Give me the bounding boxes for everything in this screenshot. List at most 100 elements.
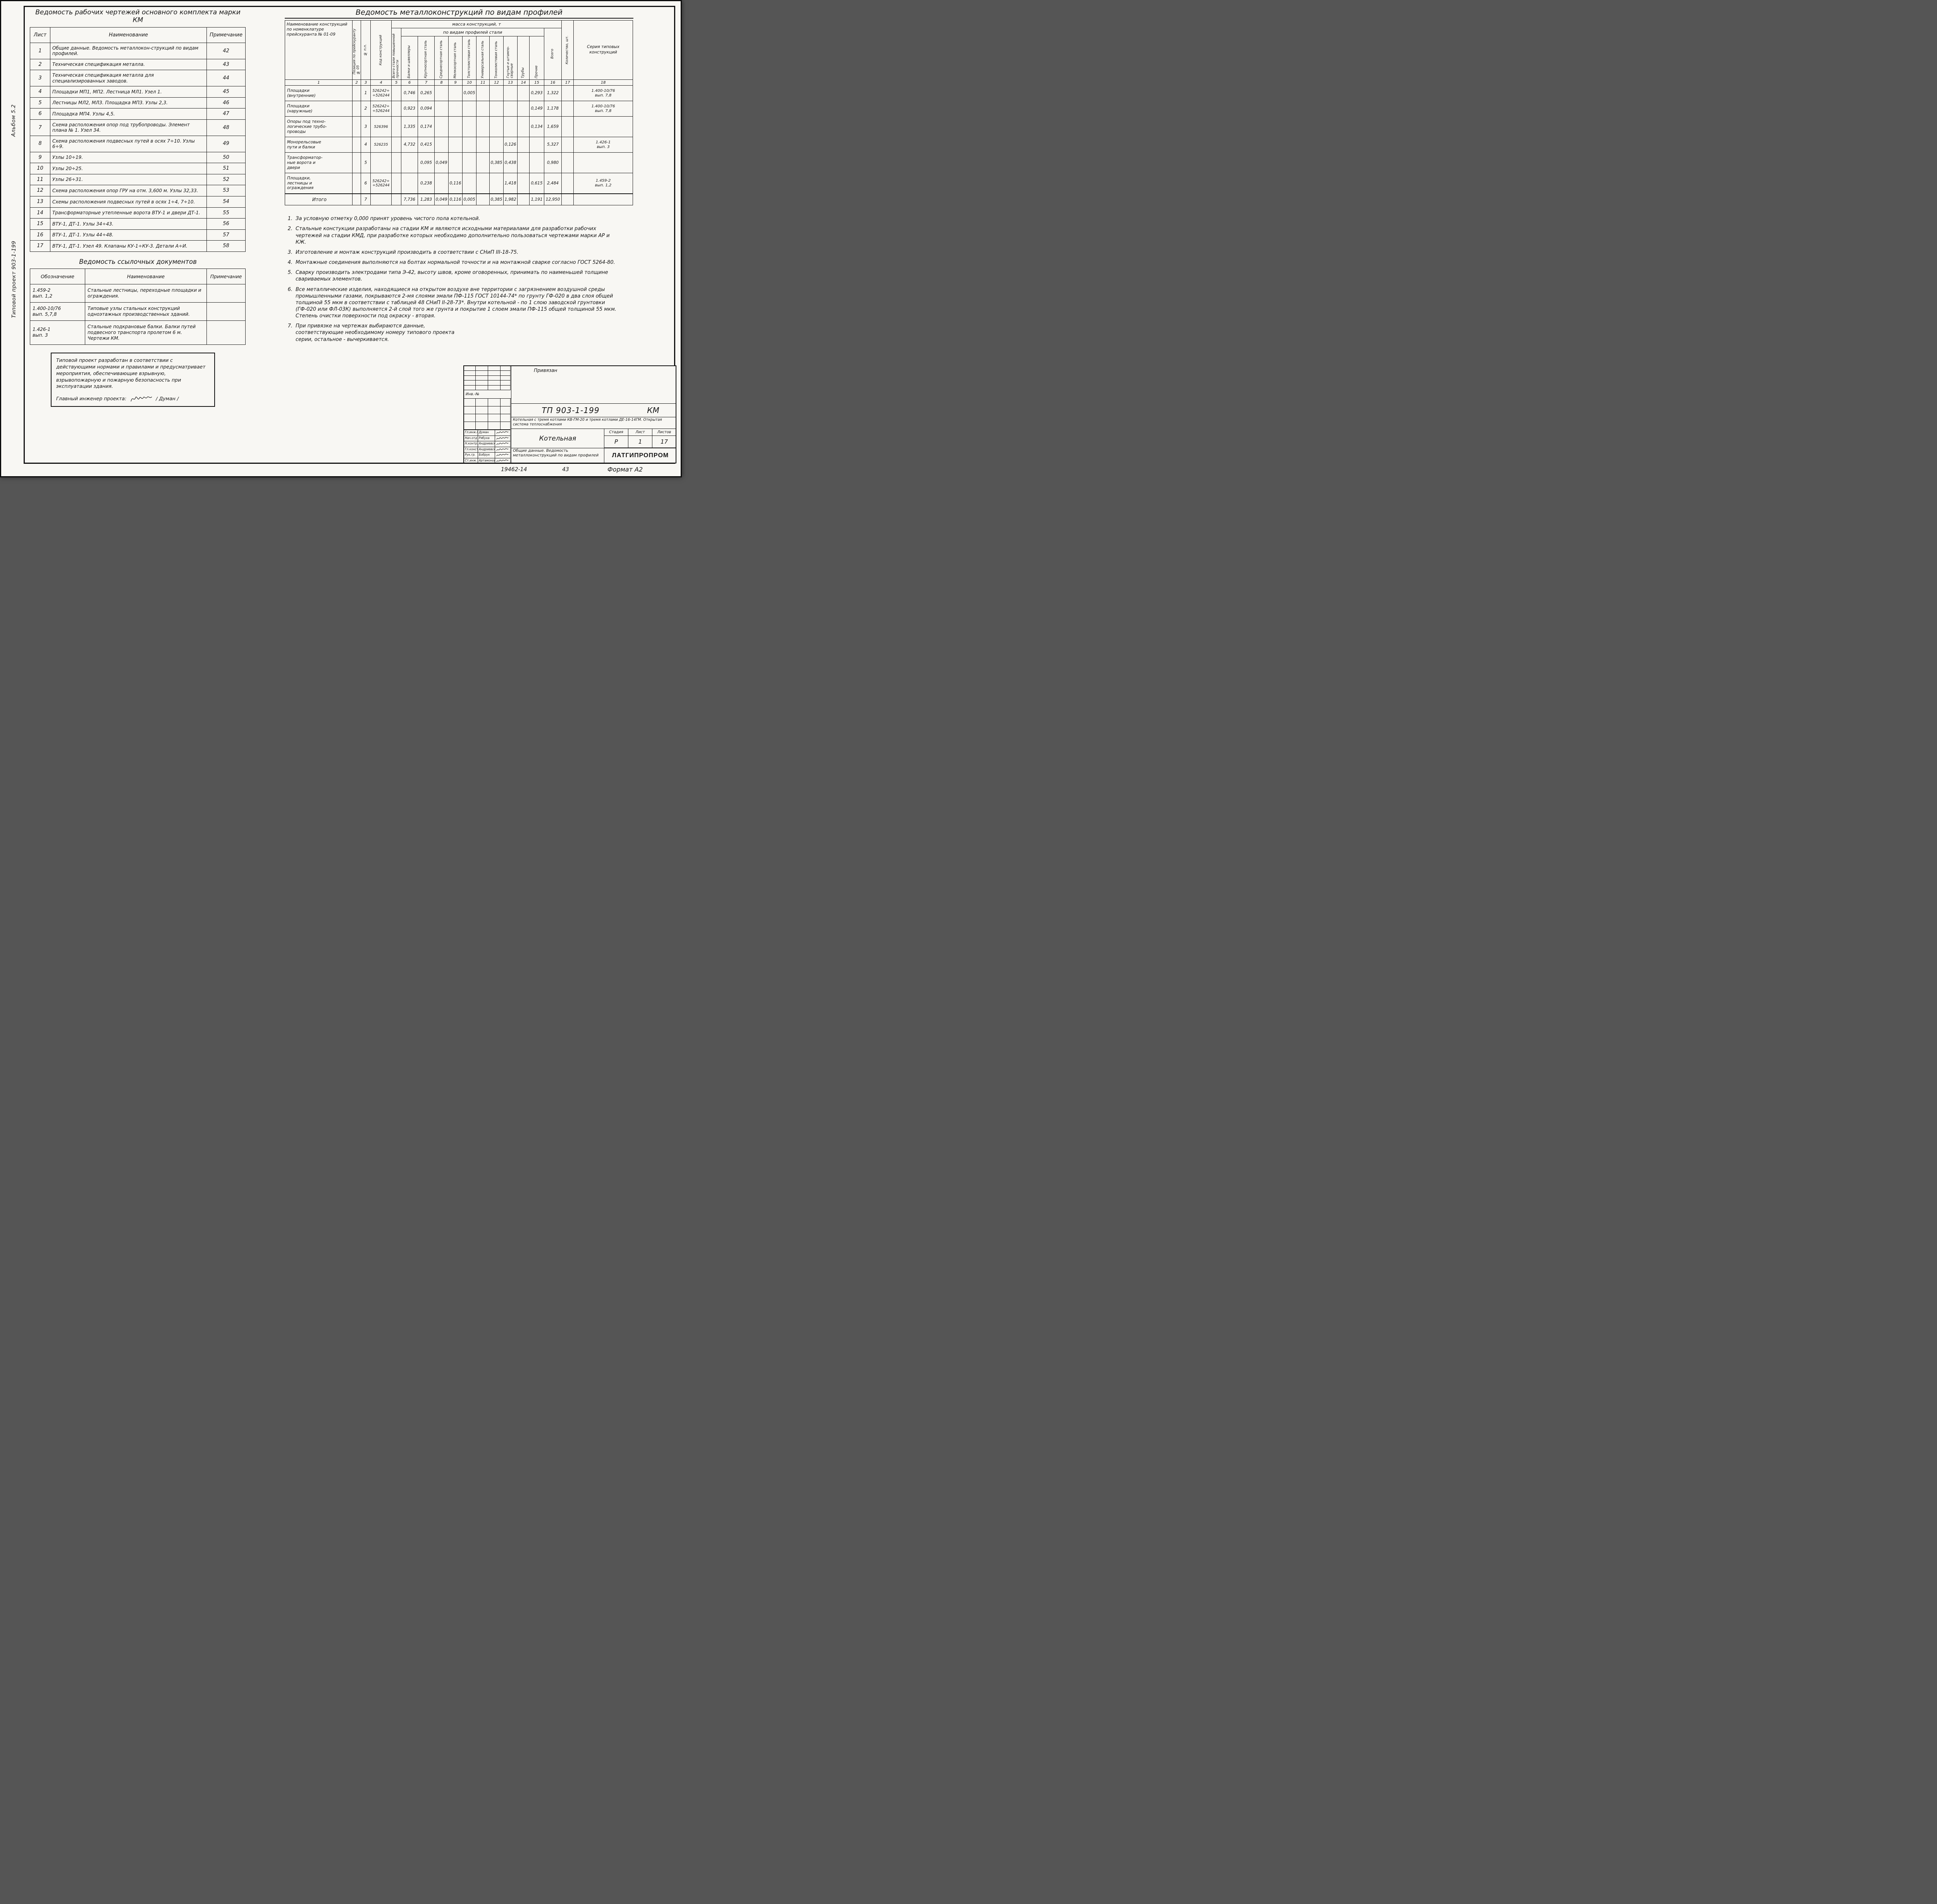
c15-cell xyxy=(529,137,544,153)
table-row: 1.400-10/76 вып. 5,7,8 Типовые узлы сталь… xyxy=(30,302,246,321)
drawing-name-cell: Схемы расположения подвесных путей в ося… xyxy=(50,196,207,208)
c8-cell: 0,049 xyxy=(434,193,449,206)
table-row: 14 Трансформаторные утепленные ворота ВТУ… xyxy=(30,207,246,219)
note-cell: 55 xyxy=(206,207,246,219)
c15-cell: 0,293 xyxy=(529,85,544,102)
note-number: 3. xyxy=(287,249,292,255)
c7-cell: 0,238 xyxy=(418,173,435,194)
sheet-number-cell: 6 xyxy=(30,108,50,120)
name-cell: Площадки (внутренние) xyxy=(285,85,353,102)
code-cell: 526242÷ ÷526244 xyxy=(370,85,392,102)
drawing-name-cell: Площадка МП4. Узлы 4,5. xyxy=(50,108,207,120)
qty-cell xyxy=(561,85,574,102)
total-cell: 0,980 xyxy=(544,152,562,174)
name-cell: Итого xyxy=(285,193,353,206)
col-header-thinplate: Тонколистовая сталь xyxy=(489,36,504,80)
right-column: Ведомость металлоконструкций по видам пр… xyxy=(285,8,633,346)
grid-cell xyxy=(476,399,488,406)
document-number: 19462-14 xyxy=(501,467,527,473)
c9-cell: 0,116 xyxy=(448,173,463,194)
c11-cell xyxy=(476,137,490,153)
grid-cell xyxy=(501,380,511,386)
num-cell: 1 xyxy=(361,85,371,102)
total-row: Итого 7 7,736 1,283 0,049 0,116 0,005 0,385 1,98… xyxy=(285,193,633,206)
grid-cell xyxy=(476,371,488,376)
column-number-cell: 9 xyxy=(448,79,463,86)
col-header-other: Прочие xyxy=(529,36,544,80)
grid-cell xyxy=(488,380,501,386)
table-row: 17 ВТУ-1, ДТ-1. Узел 49. Клапаны КУ-1÷КУ-… xyxy=(30,240,246,252)
c12-cell: 0,385 xyxy=(489,152,504,174)
pos-cell xyxy=(352,116,361,138)
column-number-cell: 17 xyxy=(561,79,574,86)
drawing-name-cell: Общие данные. Ведомость металлокон-струк… xyxy=(50,43,207,59)
approval-grid xyxy=(464,366,511,390)
sheet-number-cell: 13 xyxy=(30,196,50,208)
c13-cell xyxy=(503,101,518,117)
note-cell: 47 xyxy=(206,108,246,120)
sheet-number-cell: 7 xyxy=(30,119,50,136)
c10-cell: 0,005 xyxy=(462,85,477,102)
project-object-description: Котельная с тремя котлами КВ-ГМ-20 и тре… xyxy=(511,417,676,429)
grid-cell xyxy=(476,422,488,430)
col-header-smallsection: Мелкосортная сталь xyxy=(448,36,463,80)
col-header-largesection: Крупносортная сталь xyxy=(418,36,435,80)
personnel-role: Ст.инж. xyxy=(464,458,478,464)
note-cell: 43 xyxy=(206,59,246,71)
c8-cell: 0,049 xyxy=(434,152,449,174)
note-item: 3. Изготовление и монтаж конструкций прои… xyxy=(285,249,616,256)
col-header-name: Наименование конструкций по номенклатуре… xyxy=(285,20,353,80)
personnel-role: Рук.гр. xyxy=(464,452,478,458)
title-block-middle-row: Котельная Стадия Лист Листов Р 1 17 xyxy=(511,429,676,448)
c10-cell: 0,005 xyxy=(462,193,477,206)
note-text: Все металлические изделия, находящиеся н… xyxy=(296,286,616,319)
table-header-row: Обозначение Наименование Примечание xyxy=(30,268,246,284)
note-cell: 53 xyxy=(206,185,246,196)
grid-cell xyxy=(476,414,488,422)
code-cell: 526242÷ ÷526244 xyxy=(370,101,392,117)
table-row: 9 Узлы 10÷19. 50 xyxy=(30,151,246,164)
c14-cell xyxy=(517,173,530,194)
c7-cell: 0,094 xyxy=(418,101,435,117)
c10-cell xyxy=(462,173,477,194)
project-code-row: ТП 903-1-199 КМ xyxy=(511,404,676,417)
c13-cell: 1,418 xyxy=(503,173,518,194)
series-cell: 1.400-10/76 вып. 7,8 xyxy=(573,85,633,102)
approval-grid xyxy=(464,399,511,430)
grid-cell xyxy=(488,385,501,390)
name-cell: Площадки (наружные) xyxy=(285,101,353,117)
pos-cell xyxy=(352,85,361,102)
refs-register-table: Обозначение Наименование Примечание 1.45… xyxy=(30,268,246,345)
col-header-position: Позиция по прейскуранту № 05 xyxy=(352,20,361,80)
note-item: 6. Все металлические изделия, находящиеся… xyxy=(285,286,616,320)
c7-cell: 1,283 xyxy=(418,193,435,206)
personnel-role: Гл.конст. xyxy=(464,446,478,453)
c11-cell xyxy=(476,193,490,206)
note-cell: 58 xyxy=(206,240,246,252)
table-row: 3 Техническая спецификация металла для сп… xyxy=(30,70,246,87)
total-cell: 1,659 xyxy=(544,116,562,138)
c14-cell xyxy=(517,137,530,153)
series-cell: 1.459-2 вып. 1,2 xyxy=(573,173,633,194)
signature-icon xyxy=(496,460,509,462)
c7-cell: 0,095 xyxy=(418,152,435,174)
album-vertical-label: Альбом 5.2 xyxy=(10,104,17,137)
c12-cell xyxy=(489,101,504,117)
personnel-role: Нач.отд xyxy=(464,435,478,441)
column-number-cell: 8 xyxy=(434,79,449,86)
sheet-number-cell: 12 xyxy=(30,185,50,196)
grid-cell xyxy=(464,406,476,414)
building-name: Котельная xyxy=(511,429,604,448)
col-header-code: Код конструкций xyxy=(370,20,392,80)
chief-engineer-line: Главный инженер проекта: / Думан / xyxy=(56,394,210,403)
note-cell: 51 xyxy=(206,163,246,174)
sheet-number-cell: 17 xyxy=(30,240,50,252)
c8-cell xyxy=(434,101,449,117)
col-header-number: № п.п. xyxy=(361,20,371,80)
pos-cell xyxy=(352,101,361,117)
statement-text: Типовой проект разработан в соответствии… xyxy=(56,357,206,389)
c13-cell xyxy=(503,116,518,138)
c9-cell xyxy=(448,137,463,153)
table-row: Площадки, лестницы и ограждения 6 526242÷ … xyxy=(285,173,633,194)
col-group-profiles: по видам профилей стали xyxy=(401,28,544,37)
